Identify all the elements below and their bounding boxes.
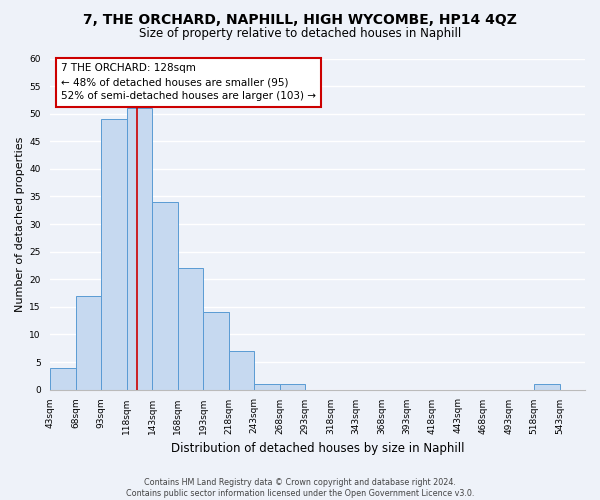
Bar (152, 202, 178, 390)
Y-axis label: Number of detached properties: Number of detached properties (15, 136, 25, 312)
Bar (50, 368, 76, 390)
Text: 7, THE ORCHARD, NAPHILL, HIGH WYCOMBE, HP14 4QZ: 7, THE ORCHARD, NAPHILL, HIGH WYCOMBE, H… (83, 12, 517, 26)
Text: Size of property relative to detached houses in Naphill: Size of property relative to detached ho… (139, 28, 461, 40)
Bar (229, 351, 254, 390)
X-axis label: Distribution of detached houses by size in Naphill: Distribution of detached houses by size … (171, 442, 464, 455)
Bar (178, 268, 203, 390)
Bar (280, 384, 305, 390)
Bar (534, 384, 560, 390)
Bar (127, 108, 152, 390)
Text: 7 THE ORCHARD: 128sqm
← 48% of detached houses are smaller (95)
52% of semi-deta: 7 THE ORCHARD: 128sqm ← 48% of detached … (61, 64, 316, 102)
Bar (254, 384, 280, 390)
Bar (101, 119, 127, 390)
Text: Contains HM Land Registry data © Crown copyright and database right 2024.
Contai: Contains HM Land Registry data © Crown c… (126, 478, 474, 498)
Bar (203, 312, 229, 390)
Bar (76, 296, 101, 390)
